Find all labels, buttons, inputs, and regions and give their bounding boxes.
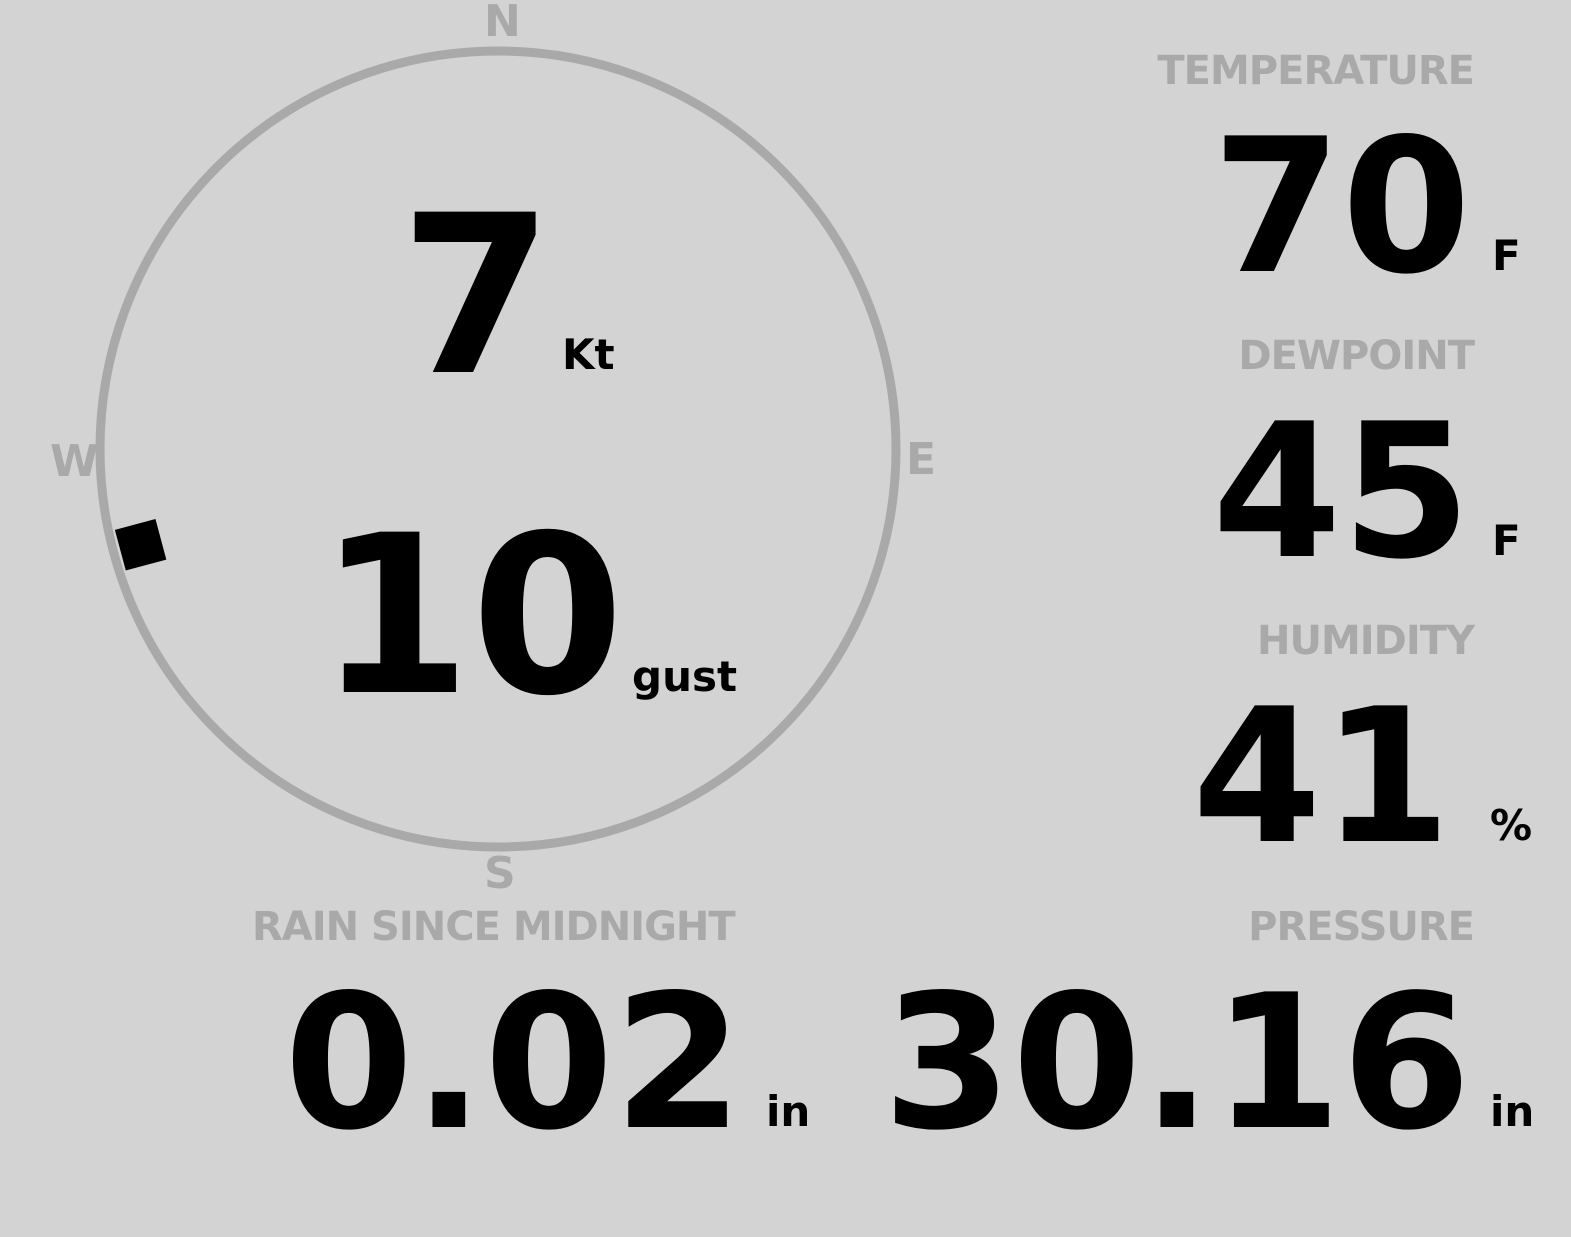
compass-south: S bbox=[484, 848, 516, 899]
humidity-value: 41 bbox=[1192, 668, 1451, 885]
wind-compass bbox=[95, 46, 901, 852]
humidity-unit: % bbox=[1490, 801, 1533, 850]
temperature-value: 70 bbox=[1212, 98, 1471, 315]
compass-ring bbox=[95, 46, 901, 852]
humidity-label: HUMIDITY bbox=[1257, 618, 1475, 664]
wind-gust-label: gust bbox=[632, 652, 738, 701]
compass-east: E bbox=[906, 434, 937, 485]
temperature-label: TEMPERATURE bbox=[1157, 48, 1475, 94]
pressure-value: 30.16 bbox=[882, 954, 1471, 1171]
wind-gust-value: 10 bbox=[318, 488, 625, 744]
wind-direction-marker bbox=[114, 519, 167, 571]
dewpoint-label: DEWPOINT bbox=[1238, 333, 1475, 379]
dewpoint-value: 45 bbox=[1212, 383, 1471, 600]
pressure-label: PRESSURE bbox=[1248, 904, 1475, 950]
compass-north: N bbox=[484, 0, 521, 47]
pressure-unit: in bbox=[1490, 1087, 1535, 1136]
temperature-unit: F bbox=[1492, 231, 1521, 280]
rain-unit: in bbox=[766, 1087, 811, 1136]
dewpoint-unit: F bbox=[1492, 516, 1521, 565]
compass-west: W bbox=[50, 436, 99, 487]
wind-speed-value: 7 bbox=[400, 168, 554, 424]
rain-label: RAIN SINCE MIDNIGHT bbox=[252, 904, 736, 950]
rain-value: 0.02 bbox=[284, 954, 743, 1171]
wind-speed-unit: Kt bbox=[562, 330, 615, 379]
